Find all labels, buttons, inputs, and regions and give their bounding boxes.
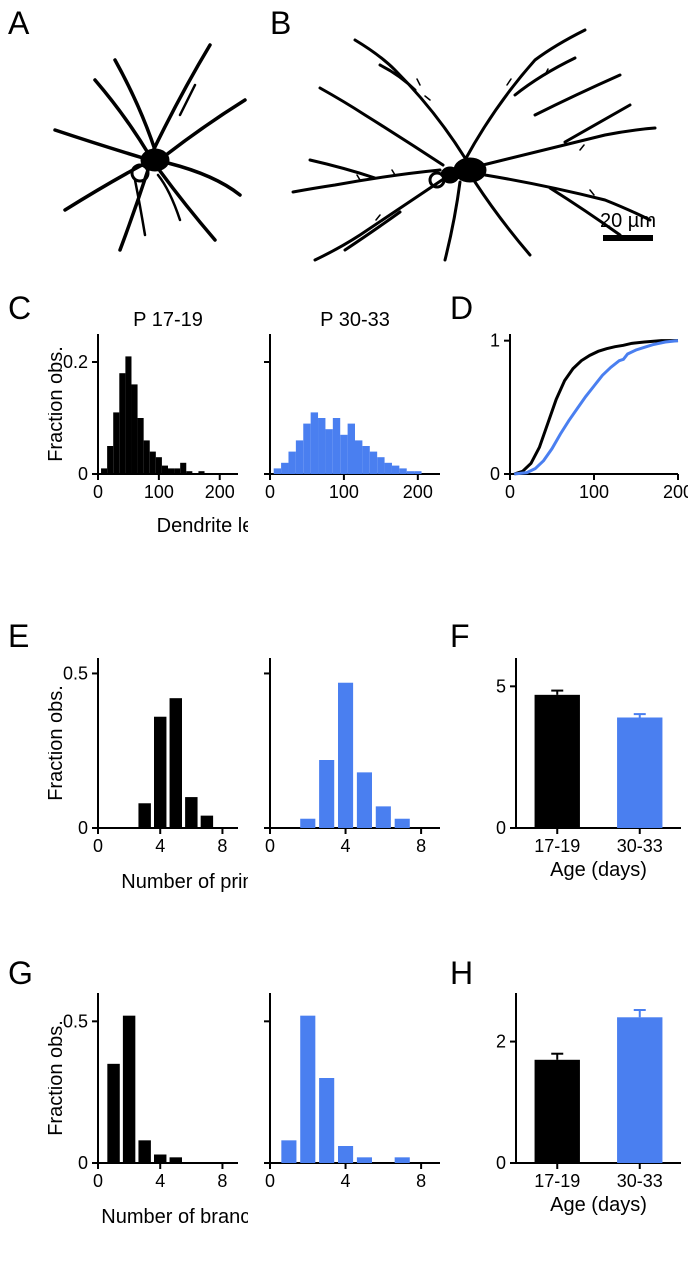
svg-text:Dendrite length (µm): Dendrite length (µm) <box>157 515 248 537</box>
svg-text:P 30-33: P 30-33 <box>320 310 390 331</box>
svg-text:Number of primary dendrites: Number of primary dendrites <box>121 871 248 893</box>
svg-text:4: 4 <box>341 1171 351 1191</box>
svg-text:Age (days): Age (days) <box>550 1194 647 1216</box>
panel-h-chart: 0 2 17-19 30-33 # of branches Age (days) <box>478 975 688 1255</box>
panel-h-label: H <box>450 955 473 992</box>
svg-text:0: 0 <box>93 836 103 856</box>
svg-text:Fraction obs.: Fraction obs. <box>48 685 67 801</box>
scale-bar: 20 µm <box>600 210 656 241</box>
panel-f-label: F <box>450 618 470 655</box>
scale-bar-line <box>603 235 653 241</box>
svg-text:0: 0 <box>265 1171 275 1191</box>
panel-d-chart: 0 100 200 0 1 Cum. fraction <box>478 310 688 540</box>
svg-text:17-19: 17-19 <box>534 836 580 856</box>
svg-text:Number of branches per dendrit: Number of branches per dendrite <box>101 1206 248 1228</box>
svg-text:Fraction obs.: Fraction obs. <box>48 346 67 462</box>
svg-text:30-33: 30-33 <box>617 1171 663 1191</box>
svg-text:# of branches: # of branches <box>478 1017 483 1138</box>
svg-text:200: 200 <box>403 482 433 502</box>
svg-text:200: 200 <box>205 482 235 502</box>
svg-text:0: 0 <box>505 482 515 502</box>
panel-g-right-hist: 0 4 8 <box>250 975 450 1235</box>
neuron-a <box>40 25 260 255</box>
svg-text:P 17-19: P 17-19 <box>133 310 203 331</box>
svg-text:5: 5 <box>496 676 506 696</box>
svg-text:4: 4 <box>155 836 165 856</box>
scale-bar-text: 20 µm <box>600 210 656 232</box>
panel-g-label: G <box>8 955 33 992</box>
svg-text:17-19: 17-19 <box>534 1171 580 1191</box>
svg-text:Fraction obs.: Fraction obs. <box>48 1020 67 1136</box>
svg-text:0: 0 <box>93 1171 103 1191</box>
svg-text:4: 4 <box>341 836 351 856</box>
panel-a-label: A <box>8 5 29 42</box>
panel-e-right-hist: 0 4 8 <box>250 640 450 900</box>
svg-text:8: 8 <box>217 1171 227 1191</box>
svg-text:0: 0 <box>496 818 506 838</box>
svg-text:0: 0 <box>265 836 275 856</box>
svg-text:100: 100 <box>329 482 359 502</box>
svg-text:200: 200 <box>663 482 688 502</box>
svg-text:100: 100 <box>579 482 609 502</box>
svg-text:100: 100 <box>144 482 174 502</box>
svg-text:4: 4 <box>155 1171 165 1191</box>
svg-text:0: 0 <box>490 464 500 484</box>
panel-c-left-hist: 010020000.2Fraction obs.P 17-19Dendrite … <box>48 310 248 540</box>
panel-e-label: E <box>8 618 29 655</box>
svg-text:0: 0 <box>78 818 88 838</box>
svg-text:Age (days): Age (days) <box>550 859 647 881</box>
svg-text:30-33: 30-33 <box>617 836 663 856</box>
svg-text:8: 8 <box>416 836 426 856</box>
panel-e-left-hist: 0 4 8 0 0.5 Fraction obs. Number of primary de… <box>48 640 248 900</box>
svg-text:8: 8 <box>217 836 227 856</box>
panel-c-label: C <box>8 290 31 327</box>
svg-text:0: 0 <box>93 482 103 502</box>
svg-text:0: 0 <box>496 1153 506 1173</box>
svg-text:2: 2 <box>496 1032 506 1052</box>
svg-text:0.5: 0.5 <box>63 663 88 683</box>
svg-text:8: 8 <box>416 1171 426 1191</box>
svg-text:1: 1 <box>490 331 500 351</box>
svg-text:Cum. fraction: Cum. fraction <box>478 345 481 464</box>
svg-text:0: 0 <box>78 1153 88 1173</box>
panel-c-right-hist: 0 100 200 P 30-33 <box>250 310 450 540</box>
panel-f-chart: 0 5 17-19 30-33 # of dendrites Age (days) <box>478 640 688 920</box>
svg-text:0: 0 <box>265 482 275 502</box>
panel-g-left-hist: 04800.5Fraction obs.Number of branches p… <box>48 975 248 1235</box>
svg-text:0: 0 <box>78 464 88 484</box>
svg-text:# of dendrites: # of dendrites <box>478 682 483 803</box>
panel-d-label: D <box>450 290 473 327</box>
